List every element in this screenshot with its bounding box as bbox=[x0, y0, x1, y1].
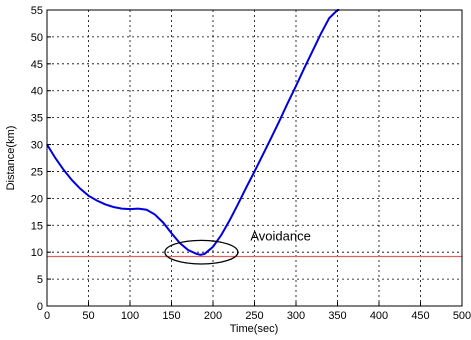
y-tick-labels: 0 5 10 15 20 25 30 35 40 45 50 55 bbox=[31, 5, 43, 313]
x-tick-label: 200 bbox=[204, 310, 222, 322]
x-tick-label: 500 bbox=[453, 310, 471, 322]
x-axis-label: Time(sec) bbox=[230, 323, 278, 335]
x-tick-label: 150 bbox=[162, 310, 180, 322]
y-tick-label: 40 bbox=[31, 86, 43, 98]
y-tick-label: 0 bbox=[37, 301, 43, 313]
x-tick-label: 100 bbox=[121, 310, 139, 322]
x-tick-label: 450 bbox=[411, 310, 429, 322]
y-tick-label: 50 bbox=[31, 32, 43, 44]
annotation-avoidance: Avoidance bbox=[250, 228, 310, 243]
y-tick-label: 20 bbox=[31, 193, 43, 205]
y-tick-label: 5 bbox=[37, 274, 43, 286]
x-tick-label: 250 bbox=[245, 310, 263, 322]
x-tick-label: 50 bbox=[82, 310, 94, 322]
y-tick-label: 15 bbox=[31, 220, 43, 232]
y-tick-label: 55 bbox=[31, 5, 43, 17]
x-tick-label: 300 bbox=[287, 310, 305, 322]
y-tick-label: 10 bbox=[31, 247, 43, 259]
y-tick-label: 30 bbox=[31, 140, 43, 152]
x-tick-label: 400 bbox=[370, 310, 388, 322]
y-tick-label: 25 bbox=[31, 166, 43, 178]
x-tick-label: 350 bbox=[328, 310, 346, 322]
y-tick-label: 45 bbox=[31, 59, 43, 71]
x-tick-label: 0 bbox=[44, 310, 50, 322]
y-axis-label: Distance(km) bbox=[5, 126, 17, 191]
y-tick-label: 35 bbox=[31, 113, 43, 125]
x-tick-labels: 0 50 100 150 200 250 300 350 400 450 500 bbox=[44, 310, 471, 322]
